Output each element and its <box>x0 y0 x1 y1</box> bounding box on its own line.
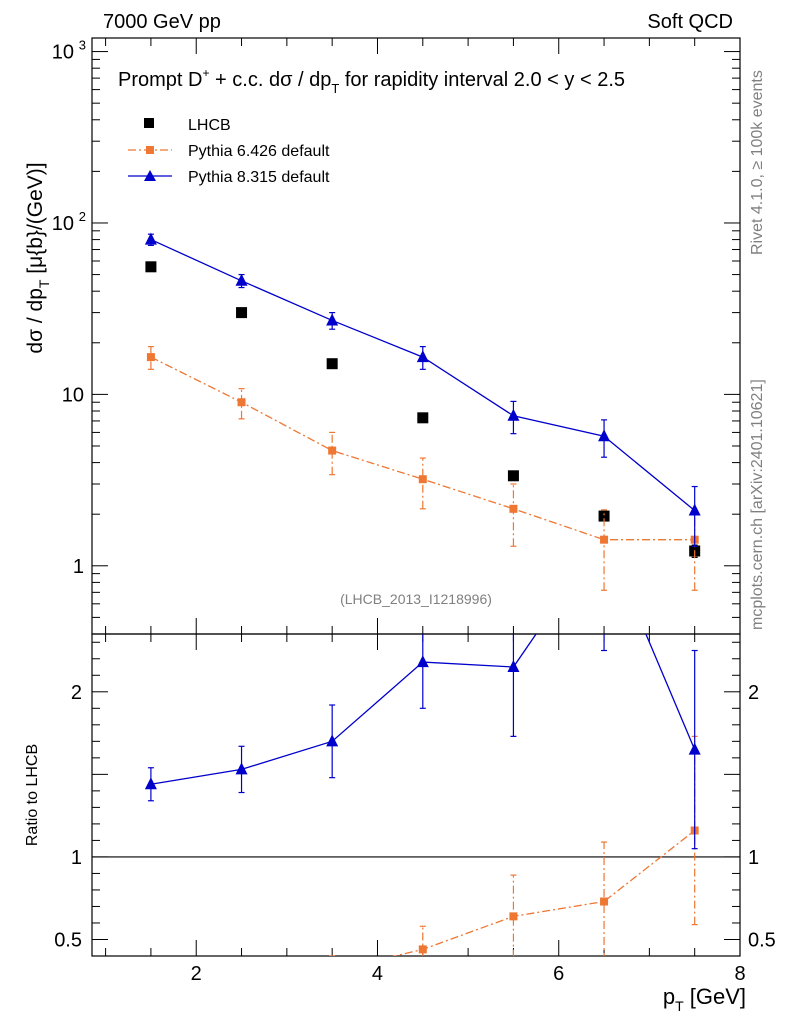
plot-title-plus: + <box>202 66 209 80</box>
plot-title-lead: Prompt D <box>118 69 202 91</box>
header-left: 7000 GeV pp <box>103 11 221 33</box>
y-tick-label: 1 <box>73 556 84 578</box>
x-tick-label: 8 <box>734 963 745 985</box>
series-line-pythia6 <box>150 356 695 541</box>
x-tick-label: 6 <box>553 963 564 985</box>
data-point-pythia8 <box>598 429 611 442</box>
y-axis-label-tail: [μ{b}/(GeV)] <box>24 162 47 279</box>
ratio-point-pythia8 <box>507 660 520 673</box>
main-data <box>144 232 701 591</box>
legend-label-lhcb: LHCB <box>188 117 231 134</box>
x-axis-label: pT [GeV] <box>663 984 746 1014</box>
data-point-pythia8 <box>507 408 520 421</box>
data-point-pythia8 <box>416 350 429 363</box>
data-point-lhcb <box>598 510 610 522</box>
ratio-tick-label-right: 0.5 <box>748 929 776 951</box>
y-tick-label: 10 <box>52 42 74 64</box>
data-point-lhcb <box>326 358 338 370</box>
data-point-lhcb <box>417 412 429 424</box>
ratio-point-pythia8 <box>326 734 339 747</box>
ratio-data <box>144 634 701 977</box>
data-point-pythia8 <box>235 273 248 286</box>
y-tick-label-exponent: 3 <box>79 38 86 53</box>
data-point-pythia6 <box>600 535 609 544</box>
x-axis-label-tail: [GeV] <box>684 984 746 1009</box>
plot-title-sub: T <box>331 81 339 96</box>
ratio-tick-label-right: 2 <box>748 682 759 704</box>
ratio-point-pythia6 <box>600 897 609 906</box>
ratio-axis-label: Ratio to LHCB <box>24 744 41 846</box>
data-point-pythia8 <box>688 503 701 516</box>
ratio-point-pythia6 <box>418 945 427 954</box>
data-point-pythia8 <box>326 313 339 326</box>
x-axis-label-lead: p <box>663 984 675 1009</box>
ratio-point-pythia6 <box>328 967 336 975</box>
legend-label-pythia6: Pythia 6.426 default <box>188 143 330 160</box>
ratio-tick-label: 2 <box>71 682 82 704</box>
legend: LHCB Pythia 6.426 default Pythia 8.315 d… <box>128 117 330 186</box>
legend-label-pythia8: Pythia 8.315 default <box>188 169 330 186</box>
ratio-point-pythia6 <box>238 969 246 977</box>
ratio-point-pythia8 <box>144 777 157 790</box>
data-point-pythia6 <box>237 398 246 407</box>
plot-title-tail: for rapidity interval 2.0 < y < 2.5 <box>339 69 625 91</box>
y-axis-label-lead: dσ / dp <box>24 288 47 354</box>
ratio-plot-frame <box>91 633 741 957</box>
legend-marker-pythia8 <box>144 170 156 181</box>
ratio-tick-label-right: 1 <box>748 847 759 869</box>
y-tick-label: 10 <box>62 384 84 406</box>
analysis-label: (LHCB_2013_I1218996) <box>340 591 492 607</box>
ratio-point-pythia8 <box>416 655 429 668</box>
data-point-pythia8 <box>144 232 157 245</box>
ratio-tick-label: 0.5 <box>54 929 82 951</box>
main-ticks: 1 10 10 2 10 3 <box>52 38 740 635</box>
ratio-tick-label: 1 <box>71 847 82 869</box>
header-right: Soft QCD <box>647 11 733 33</box>
data-point-pythia6 <box>509 504 518 513</box>
ratio-ticks: 0.5 0.5 1 1 2 2 <box>54 641 776 957</box>
x-axis-label-sub: T <box>675 998 684 1014</box>
plot-title-middle: + c.c. dσ / dp <box>209 69 331 91</box>
x-tick-label: 4 <box>372 963 383 985</box>
legend-marker-pythia6 <box>146 146 154 154</box>
y-tick-label: 10 <box>52 213 74 235</box>
y-axis-label: dσ / dpT [μ{b}/(GeV)] <box>24 162 52 353</box>
legend-marker-lhcb <box>144 118 154 128</box>
ratio-point-pythia6 <box>509 912 518 921</box>
data-point-lhcb <box>236 307 248 319</box>
rivet-side-text: Rivet 4.1.0, ≥ 100k events <box>749 70 766 255</box>
data-point-lhcb <box>145 261 157 273</box>
ratio-point-pythia8 <box>235 762 248 775</box>
y-tick-label-exponent: 2 <box>79 209 86 224</box>
plot-title: Prompt D+ + c.c. dσ / dpT for rapidity i… <box>118 66 625 96</box>
x-tick-label: 2 <box>191 963 202 985</box>
data-point-pythia6 <box>328 446 337 455</box>
mcplots-side-text: mcplots.cern.ch [arXiv:2401.10621] <box>749 379 766 630</box>
data-point-lhcb <box>507 470 519 482</box>
data-point-pythia6 <box>146 353 155 362</box>
y-axis-label-sub: T <box>36 279 52 288</box>
data-point-pythia6 <box>418 475 427 484</box>
ratio-point-pythia8 <box>688 742 701 755</box>
ratio-point-pythia6 <box>147 969 155 977</box>
